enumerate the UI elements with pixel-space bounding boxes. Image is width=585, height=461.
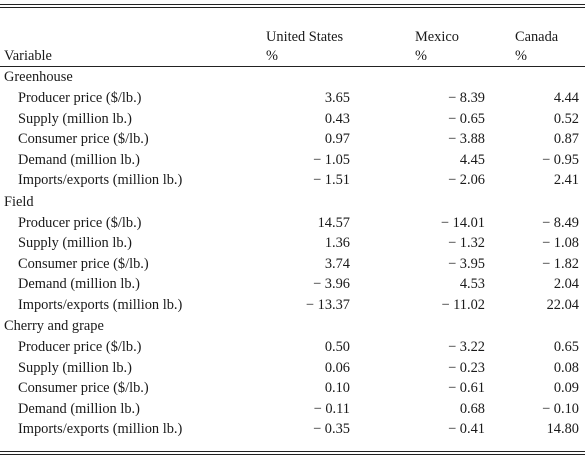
canada-value: 2.41 xyxy=(553,172,579,188)
row-label: Consumer price ($/lb.) xyxy=(18,380,149,396)
united-states-value: − 13.37 xyxy=(305,296,350,313)
header-canada: Canada % xyxy=(485,14,585,66)
canada-value: 0.09 xyxy=(553,380,579,396)
row-label: Consumer price ($/lb.) xyxy=(18,255,149,272)
row-label: Supply (million lb.) xyxy=(18,110,132,127)
row-label: Imports/exports (million lb.) xyxy=(18,296,183,313)
group-label: Greenhouse xyxy=(4,69,73,85)
row-label: Producer price ($/lb.) xyxy=(18,90,142,106)
united-states-value: − 1.51 xyxy=(313,172,350,188)
canada-value: − 8.49 xyxy=(542,214,579,231)
row-label: Imports/exports (million lb.) xyxy=(18,421,183,437)
table-row: Supply (million lb.) 1.36 − 1.32 − 1.08 xyxy=(0,233,585,254)
canada-value: 4.44 xyxy=(553,90,579,106)
mexico-value: − 2.06 xyxy=(448,172,485,188)
header-us-name: United States xyxy=(266,29,344,45)
united-states-value: 3.65 xyxy=(324,90,350,106)
table-row: Producer price ($/lb.) 14.57 − 14.01 − 8.49 xyxy=(0,213,585,234)
canada-value: 0.87 xyxy=(553,131,579,147)
header-row: Variable United States % Mexico % Canada… xyxy=(0,14,585,66)
header-mexico-name: Mexico xyxy=(415,29,459,45)
header-variable: Variable xyxy=(4,48,52,64)
canada-value: − 1.08 xyxy=(542,235,579,251)
table-row: Producer price ($/lb.) 3.65 − 8.39 4.44 xyxy=(0,88,585,109)
united-states-value: − 0.11 xyxy=(313,400,350,417)
table-row: Demand (million lb.) − 0.11 0.68 − 0.10 xyxy=(0,399,585,420)
canada-value: 0.52 xyxy=(553,110,579,127)
group-label: Cherry and grape xyxy=(4,318,104,334)
canada-value: 2.04 xyxy=(553,276,579,292)
table-row: Supply (million lb.) 0.06 − 0.23 0.08 xyxy=(0,358,585,379)
table-row: Imports/exports (million lb.) − 1.51 − 2.0… xyxy=(0,170,585,191)
row-label: Producer price ($/lb.) xyxy=(18,214,142,231)
mexico-value: − 3.22 xyxy=(448,339,485,355)
mexico-value: 4.45 xyxy=(459,151,485,168)
header-mexico: Mexico % xyxy=(350,14,485,66)
header-united-states: United States % xyxy=(240,14,350,66)
header-mexico-unit: % xyxy=(415,48,427,64)
table-body: Greenhouse Producer price ($/lb.) 3.65 − 8.… xyxy=(0,66,585,440)
united-states-value: 3.74 xyxy=(324,255,350,272)
table-row: Demand (million lb.) − 3.96 4.53 2.04 xyxy=(0,274,585,295)
canada-value: 14.80 xyxy=(546,421,579,437)
header-canada-unit: % xyxy=(515,48,527,64)
table-row: Imports/exports (million lb.) − 0.35 − 0.4… xyxy=(0,419,585,440)
row-label: Supply (million lb.) xyxy=(18,235,132,251)
group-label: Field xyxy=(4,193,34,210)
canada-value: 0.65 xyxy=(553,339,579,355)
row-label: Demand (million lb.) xyxy=(18,400,140,417)
mexico-value: − 14.01 xyxy=(440,214,485,231)
table-row: Consumer price ($/lb.) 0.10 − 0.61 0.09 xyxy=(0,378,585,399)
united-states-value: − 0.35 xyxy=(313,421,350,437)
canada-value: − 0.95 xyxy=(542,151,579,168)
canada-value: 22.04 xyxy=(546,296,579,313)
united-states-value: 0.50 xyxy=(324,339,350,355)
canada-value: − 1.82 xyxy=(542,255,579,272)
mexico-value: − 1.32 xyxy=(448,235,485,251)
row-label: Producer price ($/lb.) xyxy=(18,339,142,355)
mexico-value: 0.68 xyxy=(459,400,485,417)
group-row: Cherry and grape xyxy=(0,315,585,337)
united-states-value: 1.36 xyxy=(324,235,350,251)
table-row: Producer price ($/lb.) 0.50 − 3.22 0.65 xyxy=(0,337,585,358)
mexico-value: − 0.41 xyxy=(448,421,485,437)
row-label: Demand (million lb.) xyxy=(18,151,140,168)
header-canada-name: Canada xyxy=(515,29,559,45)
table-row: Imports/exports (million lb.) − 13.37 − 11… xyxy=(0,295,585,316)
united-states-value: − 1.05 xyxy=(313,151,350,168)
row-label: Imports/exports (million lb.) xyxy=(18,172,183,188)
row-label: Supply (million lb.) xyxy=(18,359,132,376)
united-states-value: 0.10 xyxy=(324,380,350,396)
bottom-double-rule xyxy=(0,451,585,455)
mexico-value: − 0.61 xyxy=(448,380,485,396)
mexico-value: − 8.39 xyxy=(448,90,485,106)
results-table: Variable United States % Mexico % Canada… xyxy=(0,14,585,440)
united-states-value: 0.06 xyxy=(324,359,350,376)
mexico-value: − 3.95 xyxy=(448,255,485,272)
header-us-unit: % xyxy=(266,48,278,64)
canada-value: 0.08 xyxy=(553,359,579,376)
row-label: Consumer price ($/lb.) xyxy=(18,131,149,147)
united-states-value: 14.57 xyxy=(317,214,350,231)
united-states-value: 0.97 xyxy=(324,131,350,147)
mexico-value: 4.53 xyxy=(459,276,485,292)
table-row: Consumer price ($/lb.) 0.97 − 3.88 0.87 xyxy=(0,129,585,150)
canada-value: − 0.10 xyxy=(542,400,579,417)
table-row: Demand (million lb.) − 1.05 4.45 − 0.95 xyxy=(0,150,585,171)
table-row: Consumer price ($/lb.) 3.74 − 3.95 − 1.82 xyxy=(0,254,585,275)
mexico-value: − 0.23 xyxy=(448,359,485,376)
group-row: Field xyxy=(0,191,585,213)
row-label: Demand (million lb.) xyxy=(18,276,140,292)
mexico-value: − 3.88 xyxy=(448,131,485,147)
united-states-value: 0.43 xyxy=(324,110,350,127)
top-double-rule xyxy=(0,4,585,8)
mexico-value: − 11.02 xyxy=(441,296,485,313)
header-rule xyxy=(0,66,585,67)
united-states-value: − 3.96 xyxy=(313,276,350,292)
table-row: Supply (million lb.) 0.43 − 0.65 0.52 xyxy=(0,109,585,130)
group-row: Greenhouse xyxy=(0,66,585,88)
mexico-value: − 0.65 xyxy=(448,110,485,127)
